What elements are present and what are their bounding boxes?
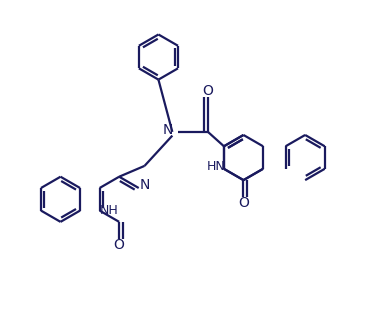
Text: N: N <box>140 178 150 192</box>
Text: N: N <box>163 123 173 137</box>
Text: HN: HN <box>206 160 225 173</box>
Text: O: O <box>238 196 249 210</box>
Text: O: O <box>203 84 213 98</box>
Text: NH: NH <box>100 204 119 217</box>
Text: O: O <box>114 238 125 252</box>
